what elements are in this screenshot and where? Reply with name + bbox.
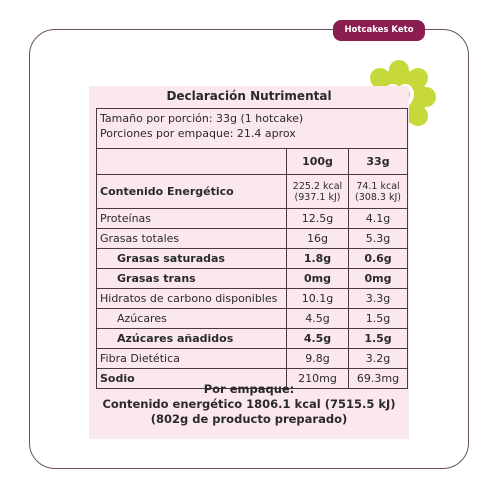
servings-per-package: Porciones por empaque: 21.4 aprox [100, 127, 296, 140]
nutrient-name: Proteínas [100, 212, 152, 225]
energy-100g: 225.2 kcal (937.1 kJ) [286, 175, 348, 208]
table-row: Grasas trans 0mg 0mg [97, 268, 407, 288]
value-100g: 10.1g [286, 289, 348, 308]
value-100g: 4.5g [286, 329, 348, 348]
nutrition-table: Tamaño por porción: 33g (1 hotcake) Porc… [96, 108, 408, 389]
col-100g-header: 100g [286, 149, 348, 174]
value-portion: 3.2g [348, 349, 407, 368]
value-portion: 0.6g [348, 249, 407, 268]
energy-row: Contenido Energético 225.2 kcal (937.1 k… [97, 174, 407, 208]
serving-info: Tamaño por porción: 33g (1 hotcake) Porc… [97, 109, 407, 148]
nutrient-name: Grasas saturadas [117, 252, 225, 265]
col-portion-header: 33g [348, 149, 407, 174]
card-frame [29, 29, 469, 469]
energy-kcal-100: 225.2 kcal [292, 180, 343, 192]
column-header-row: 100g 33g [97, 148, 407, 174]
nutrient-name: Grasas trans [117, 272, 196, 285]
package-weight: (802g de producto preparado) [150, 412, 348, 426]
energy-kcal-portion: 74.1 kcal [356, 180, 400, 192]
nutrient-name: Fibra Dietética [100, 352, 180, 365]
value-100g: 16g [286, 229, 348, 248]
table-row: Fibra Dietética 9.8g 3.2g [97, 348, 407, 368]
nutrient-name: Hidratos de carbono disponibles [100, 292, 278, 305]
value-100g: 1.8g [286, 249, 348, 268]
value-100g: 12.5g [286, 209, 348, 228]
nutrient-name: Sodio [100, 372, 135, 385]
table-row: Azúcares 4.5g 1.5g [97, 308, 407, 328]
value-100g: 210mg [286, 369, 348, 388]
energy-kj-100: (937.1 kJ) [294, 191, 341, 203]
panel-title: Declaración Nutrimental [166, 89, 332, 103]
brand-tag: Hotcakes Keto [333, 20, 425, 41]
value-portion: 4.1g [348, 209, 407, 228]
value-portion: 0mg [348, 269, 407, 288]
package-heading: Por empaque: [203, 382, 295, 396]
energy-kj-portion: (308.3 kJ) [355, 191, 401, 203]
value-100g: 9.8g [286, 349, 348, 368]
table-row: Proteínas 12.5g 4.1g [97, 208, 407, 228]
energy-label: Contenido Energético [100, 185, 234, 198]
table-row: Hidratos de carbono disponibles 10.1g 3.… [97, 288, 407, 308]
table-row: Sodio 210mg 69.3mg [97, 368, 407, 388]
table-row: Grasas saturadas 1.8g 0.6g [97, 248, 407, 268]
nutrient-name: Azúcares añadidos [117, 332, 234, 345]
serving-size: Tamaño por porción: 33g (1 hotcake) [100, 112, 304, 125]
table-row: Grasas totales 16g 5.3g [97, 228, 407, 248]
value-portion: 1.5g [348, 309, 407, 328]
value-portion: 69.3mg [348, 369, 407, 388]
energy-portion: 74.1 kcal (308.3 kJ) [348, 175, 407, 208]
value-100g: 4.5g [286, 309, 348, 328]
table-row: Azúcares añadidos 4.5g 1.5g [97, 328, 407, 348]
nutrient-name: Azúcares [117, 312, 167, 325]
value-portion: 5.3g [348, 229, 407, 248]
package-energy: Contenido energético 1806.1 kcal (7515.5… [102, 397, 396, 411]
value-100g: 0mg [286, 269, 348, 288]
value-portion: 1.5g [348, 329, 407, 348]
value-portion: 3.3g [348, 289, 407, 308]
package-summary: Por empaque: Contenido energético 1806.1… [89, 382, 409, 427]
nutrient-name: Grasas totales [100, 232, 180, 245]
